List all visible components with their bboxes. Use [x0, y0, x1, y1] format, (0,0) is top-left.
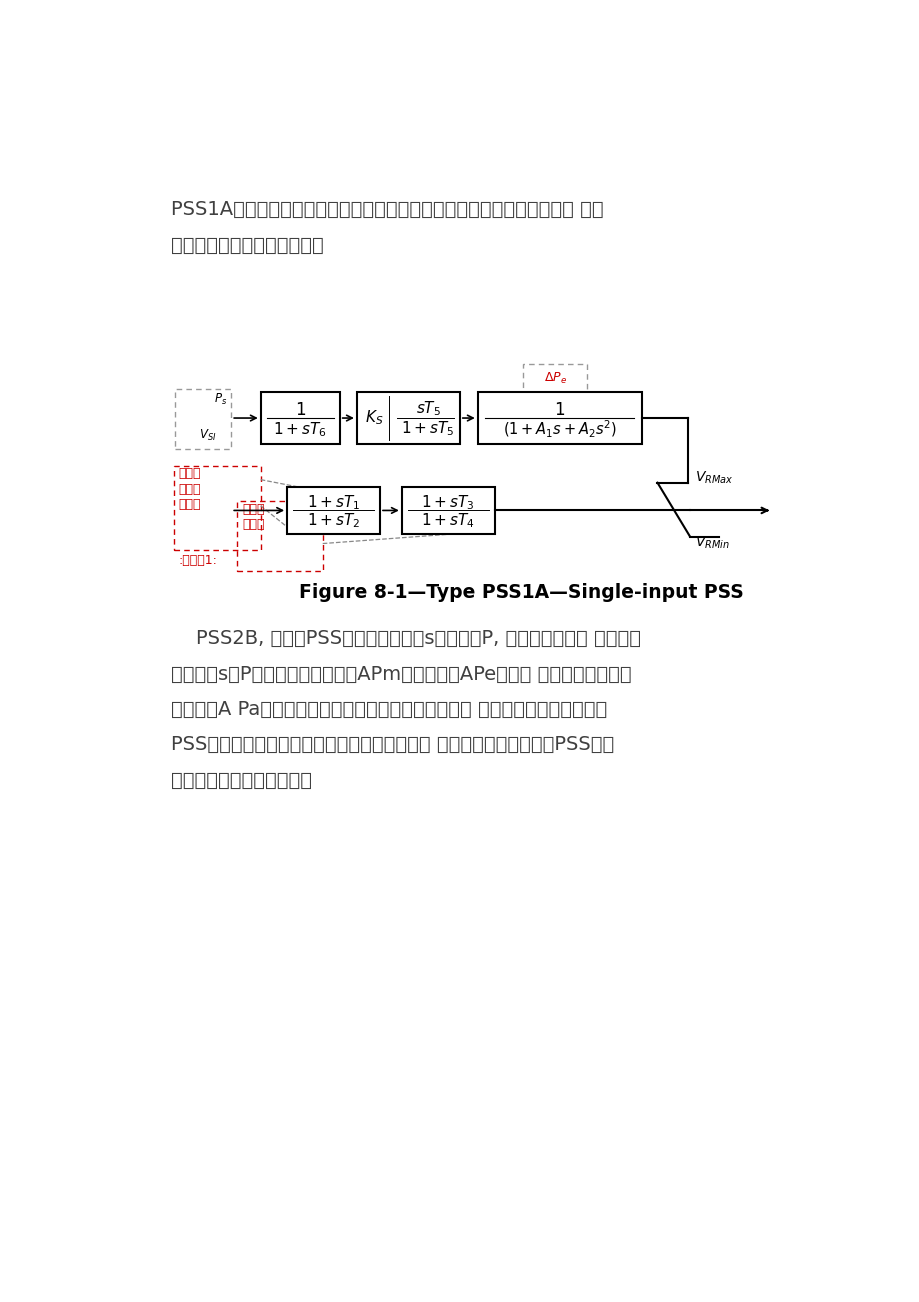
Text: 超前滞: 超前滞 — [242, 518, 265, 531]
Text: 加速功率A Pa，这样当机组单方向增负荷或单方向减负 荷时，加速功率等于零，: 加速功率A Pa，这样当机组单方向增负荷或单方向减负 荷时，加速功率等于零， — [171, 700, 607, 719]
Bar — [402, 487, 494, 534]
Text: $V_{RMin}$: $V_{RMin}$ — [694, 535, 729, 551]
Text: $1+sT_2$: $1+sT_2$ — [307, 512, 360, 530]
Bar — [237, 501, 323, 570]
Text: $sT_5$: $sT_5$ — [415, 400, 440, 418]
Text: $\Delta P_e$: $\Delta P_e$ — [543, 371, 566, 387]
Bar — [477, 392, 641, 444]
Bar — [260, 392, 339, 444]
Text: $1+sT_4$: $1+sT_4$ — [421, 512, 474, 530]
Text: 1: 1 — [554, 401, 564, 418]
Text: 1: 1 — [295, 401, 305, 418]
Text: $(1+A_1s+A_2s^2)$: $(1+A_1s+A_2s^2)$ — [502, 419, 617, 440]
Text: 于电力系统稳定，需要避免。: 于电力系统稳定，需要避免。 — [171, 236, 323, 255]
Text: $K_S$: $K_S$ — [364, 409, 382, 427]
Text: $V_{RMax}$: $V_{RMax}$ — [694, 469, 732, 486]
Text: $P_s$: $P_s$ — [213, 392, 227, 408]
Text: 作用，抑制系统低频振荡。: 作用，抑制系统低频振荡。 — [171, 771, 312, 790]
Text: $V_{SI}$: $V_{SI}$ — [199, 427, 217, 443]
Bar — [174, 466, 260, 551]
Bar — [176, 389, 231, 449]
Text: 第二级: 第二级 — [242, 503, 265, 516]
Text: 理是利用s和P计算发电机机械功率APm和电磁功率APe，二者 一减得到发电机的: 理是利用s和P计算发电机机械功率APm和电磁功率APe，二者 一减得到发电机的 — [171, 664, 630, 684]
Bar — [357, 392, 460, 444]
Text: 超前滞: 超前滞 — [178, 483, 201, 496]
Text: PSS1A，简单可靠。所谓反调，就是发电机无功随有功增减而减增，显然 不利: PSS1A，简单可靠。所谓反调，就是发电机无功随有功增减而减增，显然 不利 — [171, 201, 603, 219]
Text: :后环节1:: :后环节1: — [178, 553, 217, 566]
Text: $1+sT_1$: $1+sT_1$ — [307, 493, 360, 512]
Bar — [523, 365, 586, 393]
Bar — [287, 487, 380, 534]
Text: 第一级: 第一级 — [178, 467, 201, 480]
Text: $1+sT_3$: $1+sT_3$ — [421, 493, 474, 512]
Text: $1+sT_5$: $1+sT_5$ — [401, 419, 454, 439]
Text: $1+sT_6$: $1+sT_6$ — [273, 421, 327, 439]
Text: PSS不起作用即不产生无功反调。只有当机组有 功增减变化即振动时，PSS才起: PSS不起作用即不产生无功反调。只有当机组有 功增减变化即振动时，PSS才起 — [171, 736, 613, 754]
Text: PSS2B, 双输入PSS，一个输入量是s，一个是P, 三级超前滞后环 节。其原: PSS2B, 双输入PSS，一个输入量是s，一个是P, 三级超前滞后环 节。其原 — [171, 629, 641, 648]
Text: 后环节: 后环节 — [178, 499, 201, 512]
Text: Figure 8-1—Type PSS1A—Single-input PSS: Figure 8-1—Type PSS1A—Single-input PSS — [299, 583, 743, 602]
